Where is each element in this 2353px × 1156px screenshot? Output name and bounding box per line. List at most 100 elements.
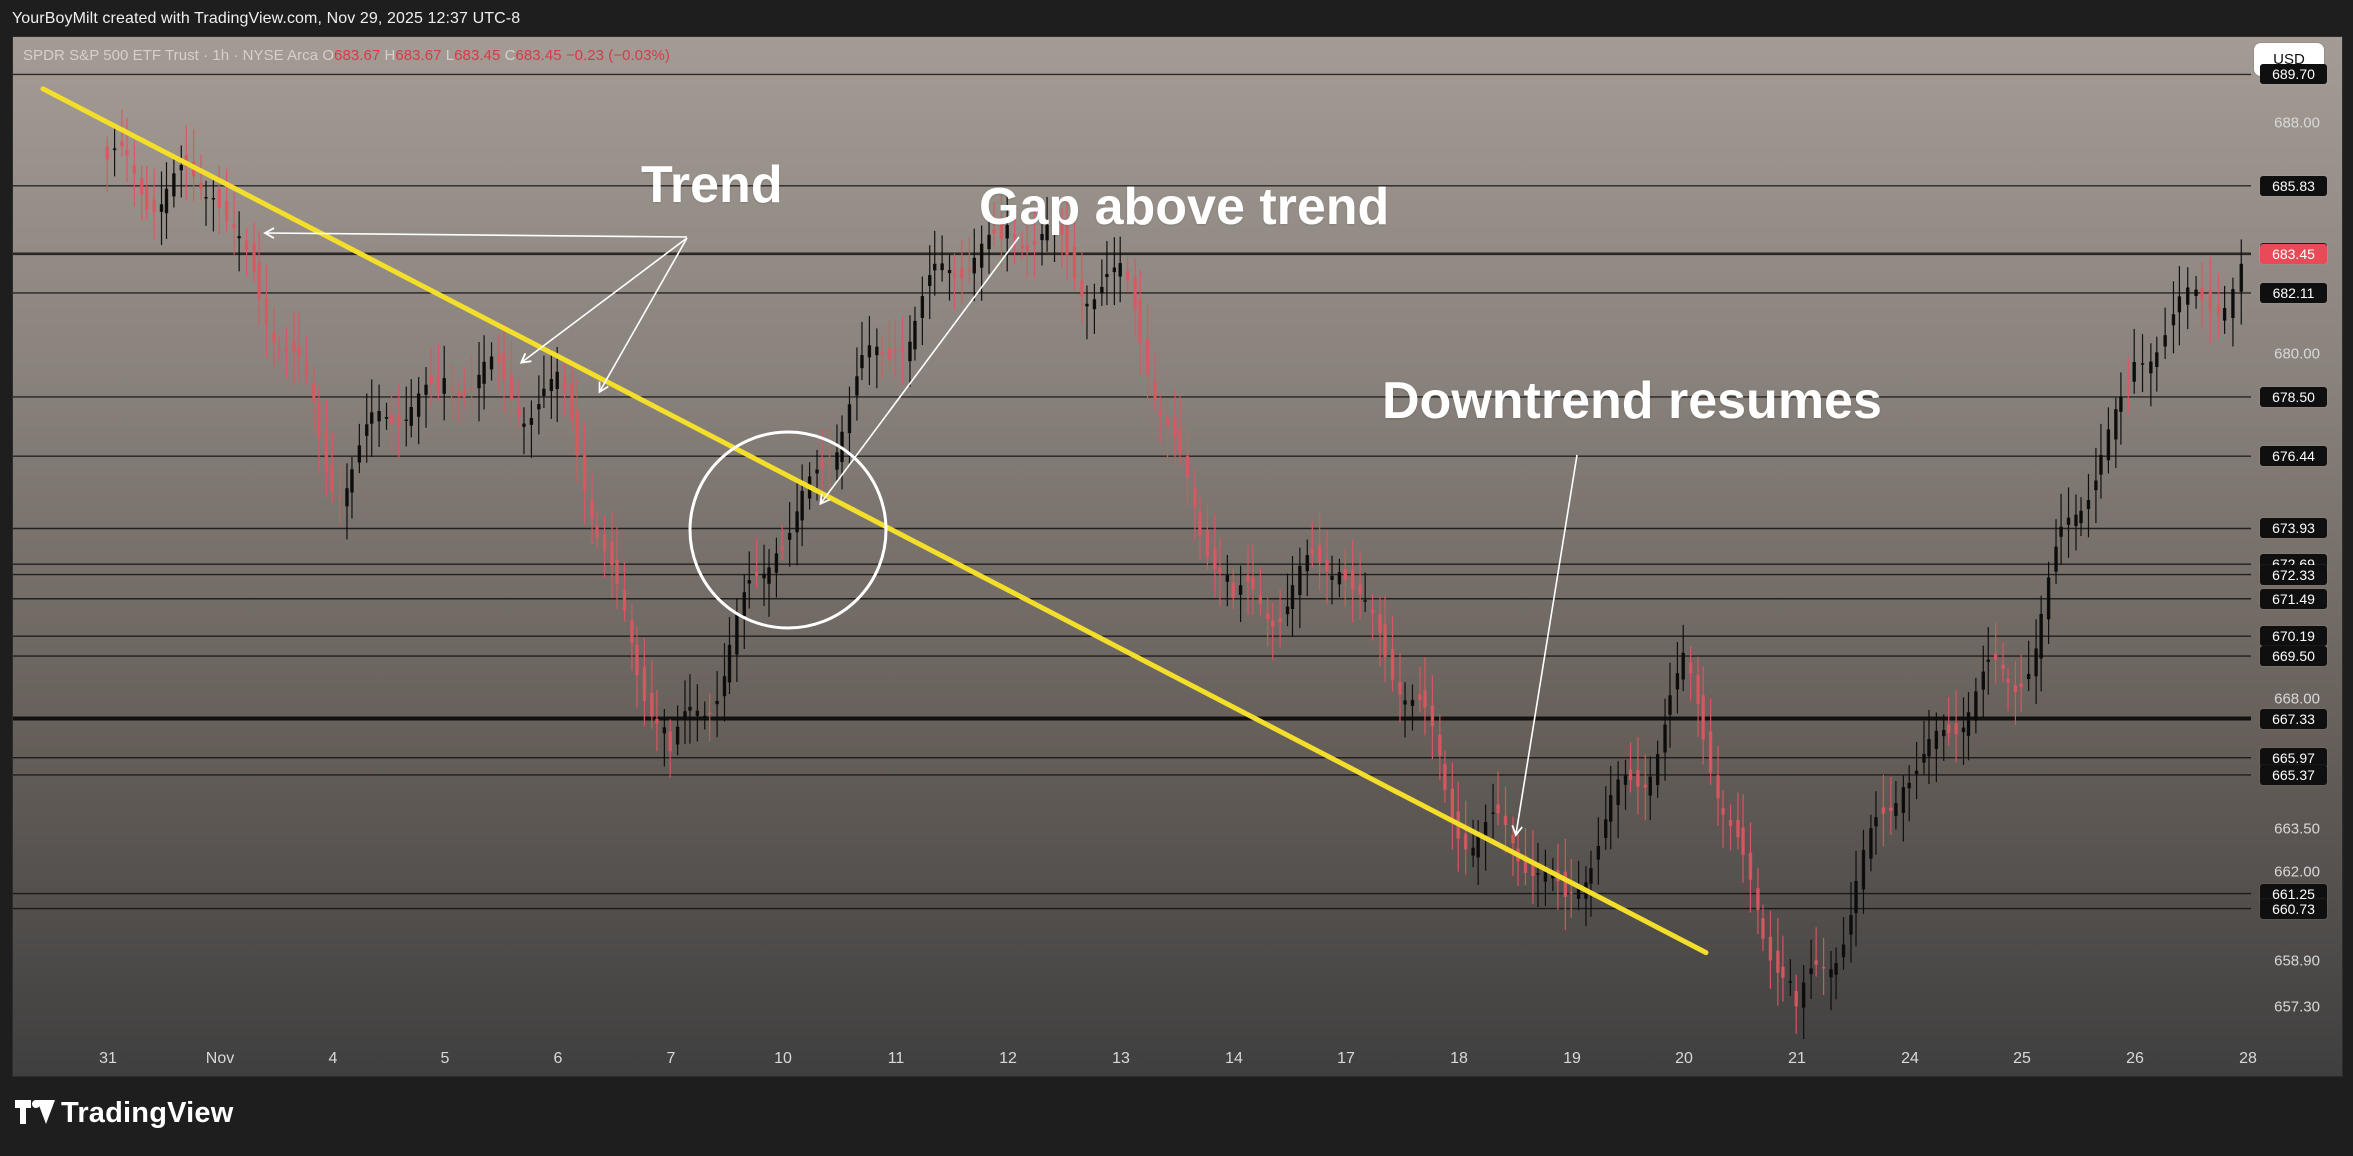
chart-header-text: YourBoyMilt created with TradingView.com… [12, 10, 521, 27]
candle-body-169 [1225, 575, 1230, 582]
candle-body-112 [847, 404, 852, 434]
price-chart-frame[interactable]: SPDR S&P 500 ETF Trust · 1h · NYSE Arca … [12, 36, 2343, 1077]
candle-body-222 [1576, 888, 1581, 899]
candle-body-146 [1072, 246, 1077, 279]
candle-body-173 [1251, 577, 1255, 590]
candle-body-194 [1390, 649, 1395, 680]
candle-body-320 [2239, 263, 2243, 292]
candle-body-193 [1383, 624, 1387, 658]
candle-body-22 [252, 243, 256, 272]
low-value: 683.45 [454, 47, 501, 64]
price-tag-5: 678.50 [2260, 386, 2327, 407]
candle-body-184 [1325, 560, 1329, 572]
trend-arrow-right [598, 237, 688, 394]
candle-body-278 [1947, 724, 1951, 734]
candle-body-174 [1258, 595, 1263, 605]
candle-body-190 [1363, 600, 1367, 602]
price-tag-0: 689.70 [2260, 64, 2327, 85]
candle-body-189 [1358, 584, 1362, 595]
candle-body-185 [1330, 575, 1334, 580]
candle-body-0 [105, 146, 109, 160]
candle-body-143 [1052, 223, 1057, 235]
candle-body-36 [345, 488, 349, 507]
candle-body-307 [2140, 363, 2145, 365]
candle-body-247 [1741, 827, 1745, 855]
candle-body-298 [2079, 510, 2083, 524]
price-tag-15: 665.37 [2260, 764, 2327, 785]
candle-body-277 [1942, 730, 1946, 737]
candle-body-11 [179, 165, 183, 171]
candle-body-2 [120, 141, 124, 147]
candle-body-164 [1193, 487, 1197, 507]
candle-body-103 [787, 532, 792, 540]
candle-body-165 [1198, 512, 1202, 536]
candle-body-236 [1668, 695, 1672, 715]
gap-circle [688, 430, 888, 630]
candle-body-155 [1133, 277, 1137, 310]
candle-body-3 [125, 149, 129, 156]
candle-body-128 [952, 271, 957, 277]
candle-body-132 [979, 243, 984, 268]
x-axis-tick-8: 12 [999, 1050, 1017, 1067]
candle-body-156 [1138, 298, 1142, 343]
candle-body-163 [1185, 455, 1190, 478]
candle-body-315 [2200, 287, 2204, 300]
candle-body-244 [1721, 808, 1725, 815]
candle-body-287 [2006, 679, 2010, 683]
x-axis-tick-5: 7 [666, 1050, 676, 1067]
candle-body-186 [1337, 572, 1342, 585]
candle-body-257 [1809, 968, 1813, 974]
candle-body-200 [1430, 705, 1435, 727]
candle-body-81 [642, 666, 647, 701]
candle-body-99 [762, 573, 766, 579]
candle-body-211 [1503, 815, 1508, 825]
candle-body-289 [2019, 683, 2023, 688]
candle-body-24 [264, 297, 269, 324]
candle-body-56 [477, 374, 481, 389]
candle-body-135 [999, 223, 1004, 240]
candle-body-272 [1907, 782, 1911, 789]
candle-body-119 [893, 349, 897, 352]
candle-body-10 [172, 173, 176, 197]
candle-body-65 [537, 404, 541, 410]
candle-body-295 [2059, 526, 2063, 537]
candle-body-215 [1531, 863, 1535, 877]
price-tag-14: 665.97 [2260, 747, 2327, 768]
candle-body-209 [1491, 812, 1495, 814]
candle-body-302 [2106, 429, 2111, 461]
candle-body-266 [1869, 828, 1873, 859]
candle-body-258 [1814, 960, 1818, 965]
candle-body-100 [767, 567, 771, 584]
x-axis-tick-12: 18 [1450, 1050, 1468, 1067]
candle-body-86 [675, 726, 680, 745]
candle-body-180 [1298, 565, 1302, 596]
candle-body-19 [232, 224, 236, 229]
candle-body-136 [1005, 225, 1009, 239]
candle-body-27 [284, 347, 289, 352]
candle-body-252 [1776, 950, 1780, 973]
candle-body-140 [1032, 240, 1037, 245]
price-tag-6: 676.44 [2260, 446, 2327, 467]
candle-body-130 [967, 270, 971, 272]
x-axis-tick-19: 28 [2239, 1050, 2257, 1067]
price-chart-svg[interactable] [13, 37, 2342, 1076]
gap-annotation: Gap above trend [979, 178, 1390, 236]
candle-body-69 [562, 376, 567, 391]
candle-body-241 [1701, 695, 1705, 740]
open-value: 683.67 [334, 47, 381, 64]
price-tag-17: 660.73 [2260, 898, 2327, 919]
candle-body-263 [1849, 915, 1853, 935]
candle-body-207 [1476, 836, 1480, 858]
change-value: −0.23 (−0.03%) [565, 47, 670, 64]
candle-body-268 [1881, 807, 1886, 814]
candle-body-88 [688, 706, 692, 711]
x-axis-tick-0: 31 [99, 1050, 117, 1067]
candle-body-187 [1343, 569, 1347, 580]
candle-body-192 [1378, 614, 1382, 633]
candle-body-57 [482, 361, 486, 384]
candle-body-75 [602, 534, 607, 552]
candle-body-214 [1523, 855, 1528, 873]
high-label: H [384, 47, 396, 64]
candle-body-199 [1423, 690, 1427, 708]
high-value: 683.67 [395, 47, 442, 64]
